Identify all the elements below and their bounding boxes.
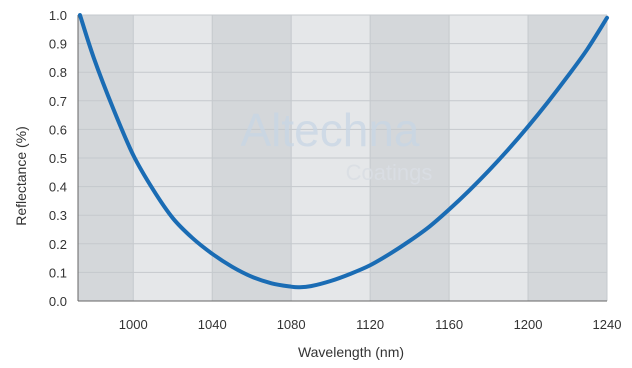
grid-lines	[78, 14, 608, 301]
axes	[77, 15, 607, 302]
y-tick-label: 0.9	[49, 37, 67, 52]
y-tick-label: 0.3	[49, 208, 67, 223]
y-axis-title: Reflectance (%)	[13, 126, 29, 226]
x-tick-label: 1040	[198, 317, 227, 332]
x-tick-label: 1160	[435, 317, 463, 332]
y-tick-label: 0.5	[49, 151, 67, 166]
y-tick-label: 0.6	[49, 122, 67, 137]
watermark: Altechna Coatings	[240, 104, 432, 185]
y-tick-label: 0.1	[49, 265, 67, 280]
watermark-brand: Altechna	[240, 104, 419, 156]
x-axis-title: Wavelength (nm)	[298, 344, 404, 360]
x-tick-label: 1120	[356, 317, 384, 332]
y-tick-label: 0.2	[49, 237, 67, 252]
y-tick-label: 0.7	[49, 94, 67, 109]
series-layer	[77, 13, 609, 290]
x-tick-label: 1240	[593, 317, 622, 332]
y-tick-label: 0.0	[49, 294, 67, 309]
x-tick-labels: 1000 1040 1080 1120 1160 1200 1240	[119, 317, 622, 332]
watermark-sub: Coatings	[346, 160, 433, 185]
y-tick-labels: 0.0 0.1 0.2 0.3 0.4 0.5 0.6 0.7 0.8 0.9 1.0	[49, 8, 67, 309]
x-tick-label: 1200	[514, 317, 543, 332]
x-tick-label: 1000	[119, 317, 148, 332]
y-tick-label: 1.0	[49, 8, 67, 23]
y-tick-label: 0.4	[49, 180, 67, 195]
y-tick-label: 0.8	[49, 65, 67, 80]
reflectance-series-line	[77, 13, 609, 290]
x-tick-label: 1080	[277, 317, 306, 332]
